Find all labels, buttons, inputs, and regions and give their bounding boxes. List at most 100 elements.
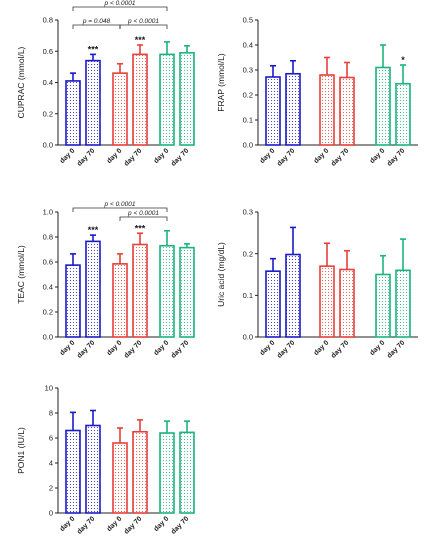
y-axis-label: Uric acid (mg/dL) bbox=[216, 242, 226, 307]
bar bbox=[179, 52, 195, 146]
chart-panel-3: 0.0 0.2 0.4 0.6 0.8 1.0 TEAC (mmol/L) day 0 *** d… bbox=[16, 201, 195, 360]
bar bbox=[112, 72, 128, 146]
bar bbox=[159, 53, 175, 146]
category-label: day 0 bbox=[59, 515, 77, 533]
category-label: day 0 bbox=[153, 339, 171, 357]
significance-label: *** bbox=[88, 225, 99, 235]
chart-panel-1: 0.0 0.2 0.4 0.6 0.8 CUPRAC (mmol/L) day 0 *** da… bbox=[16, 0, 195, 168]
bar bbox=[132, 53, 148, 146]
bar bbox=[159, 432, 175, 514]
bar bbox=[179, 431, 195, 514]
category-label: day 70 bbox=[170, 339, 190, 359]
bar bbox=[285, 253, 301, 338]
category-label: day 0 bbox=[106, 339, 124, 357]
category-label: day 70 bbox=[123, 515, 143, 535]
category-label: day 0 bbox=[369, 339, 387, 357]
category-label: day 70 bbox=[170, 515, 190, 535]
bar bbox=[65, 80, 81, 146]
y-axis-label: CUPRAC (mmol/L) bbox=[16, 46, 26, 118]
comparison-label: p = 0.048 bbox=[82, 18, 111, 25]
y-tick-label: 0.6 bbox=[43, 47, 53, 56]
bar bbox=[179, 246, 195, 338]
category-label: day 70 bbox=[76, 515, 96, 535]
y-axis-label: PON1 (IU/L) bbox=[16, 427, 26, 474]
bar bbox=[375, 273, 391, 338]
comparison-label: p < 0.0001 bbox=[104, 0, 136, 7]
bar bbox=[319, 74, 335, 146]
comparison-bracket bbox=[119, 24, 168, 29]
y-tick-label: 0.2 bbox=[43, 308, 53, 317]
comparison-label: p < 0.0001 bbox=[127, 18, 159, 25]
category-label: day 0 bbox=[259, 147, 277, 165]
bar bbox=[85, 424, 101, 514]
y-tick-label: 0.1 bbox=[243, 116, 253, 125]
y-tick-label: 0.0 bbox=[43, 333, 53, 342]
category-label: day 70 bbox=[123, 339, 143, 359]
y-tick-label: 0.8 bbox=[43, 233, 53, 242]
category-label: day 70 bbox=[76, 147, 96, 167]
category-label: day 0 bbox=[153, 515, 171, 533]
category-label: day 70 bbox=[386, 147, 406, 167]
y-tick-label: 0.2 bbox=[43, 109, 53, 118]
category-label: day 70 bbox=[330, 339, 350, 359]
bar bbox=[65, 264, 81, 338]
bar bbox=[132, 430, 148, 514]
bar bbox=[265, 270, 281, 338]
y-tick-label: 0.3 bbox=[243, 66, 253, 75]
category-label: day 0 bbox=[259, 339, 277, 357]
y-tick-label: 0.4 bbox=[243, 41, 253, 50]
y-tick-label: 2 bbox=[49, 484, 53, 493]
category-label: day 0 bbox=[313, 339, 331, 357]
category-label: day 0 bbox=[106, 147, 124, 165]
comparison-label: p < 0.0001 bbox=[104, 201, 136, 208]
y-tick-label: 4 bbox=[49, 459, 53, 468]
comparison-label: p < 0.0001 bbox=[127, 210, 159, 217]
y-tick-label: 0.5 bbox=[243, 16, 253, 25]
category-label: day 0 bbox=[59, 339, 77, 357]
bar bbox=[132, 243, 148, 338]
bar bbox=[112, 442, 128, 514]
y-tick-label: 10 bbox=[45, 384, 53, 393]
y-tick-label: 0.6 bbox=[43, 258, 53, 267]
y-tick-label: 6 bbox=[49, 434, 53, 443]
category-label: day 0 bbox=[106, 515, 124, 533]
significance-label: *** bbox=[135, 223, 146, 233]
y-tick-label: 0 bbox=[49, 509, 53, 518]
bar bbox=[319, 265, 335, 338]
category-label: day 70 bbox=[386, 339, 406, 359]
significance-label: *** bbox=[135, 35, 146, 45]
category-label: day 0 bbox=[153, 147, 171, 165]
comparison-bracket bbox=[72, 24, 121, 29]
y-axis-label: FRAP (mmol/L) bbox=[216, 53, 226, 112]
y-axis-label: TEAC (mmol/L) bbox=[16, 245, 26, 304]
category-label: day 70 bbox=[276, 339, 296, 359]
category-label: day 0 bbox=[313, 147, 331, 165]
y-tick-label: 0.4 bbox=[43, 283, 53, 292]
bar bbox=[395, 82, 411, 146]
bar bbox=[395, 269, 411, 338]
bar bbox=[339, 268, 355, 338]
bar bbox=[65, 429, 81, 514]
y-tick-label: 0.0 bbox=[243, 141, 253, 150]
bar bbox=[285, 72, 301, 146]
significance-label: *** bbox=[88, 44, 99, 54]
category-label: day 70 bbox=[330, 147, 350, 167]
bar bbox=[112, 263, 128, 338]
y-tick-label: 8 bbox=[49, 409, 53, 418]
category-label: day 70 bbox=[170, 147, 190, 167]
y-tick-label: 1.0 bbox=[43, 208, 53, 217]
category-label: day 70 bbox=[123, 147, 143, 167]
comparison-bracket bbox=[72, 207, 168, 212]
y-tick-label: 0.3 bbox=[243, 208, 253, 217]
bar bbox=[85, 240, 101, 338]
comparison-bracket bbox=[119, 216, 168, 221]
y-tick-label: 0.8 bbox=[43, 16, 53, 25]
y-tick-label: 0.2 bbox=[243, 91, 253, 100]
category-label: day 0 bbox=[59, 147, 77, 165]
y-tick-label: 0.2 bbox=[243, 249, 253, 258]
category-label: day 70 bbox=[276, 147, 296, 167]
